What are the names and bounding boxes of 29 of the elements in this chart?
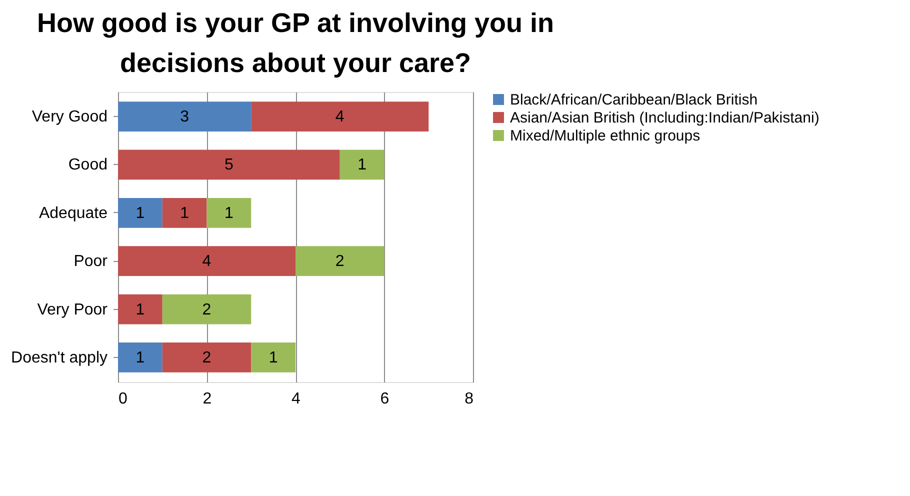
x-tick-label: 6 [380,390,390,408]
data-label: 1 [180,204,190,222]
x-tick-label: 2 [202,390,212,408]
y-tick-label: Good [68,156,108,174]
legend-label: Mixed/Multiple ethnic groups [510,128,700,144]
y-tick-label: Doesn't apply [11,349,108,366]
data-label: 1 [268,349,278,366]
x-tick-label: 8 [464,390,474,408]
x-tick-label: 4 [292,390,301,408]
data-label: 3 [180,108,190,126]
data-label: 2 [335,253,344,270]
data-label: 5 [224,156,234,174]
data-label: 1 [136,301,145,318]
data-label: 1 [136,349,145,366]
data-label: 2 [202,349,212,366]
data-label: 4 [202,253,212,270]
legend-label: Black/African/Caribbean/Black British [510,92,758,108]
data-label: 1 [358,156,367,174]
data-label: 1 [224,204,234,222]
chart-title: How good is your GP at involving you in decisions about your care? [36,8,554,78]
y-tick-label: Adequate [38,204,108,222]
y-tick-label: Very Good [32,108,108,126]
data-label: 2 [202,301,212,318]
y-tick-label: Poor [74,253,108,270]
x-tick-label: 0 [118,390,128,408]
legend-label: Asian/Asian British (Including:Indian/Pakistani) [510,110,820,126]
data-label: 4 [335,108,344,126]
y-tick-label: Very Poor [37,301,108,318]
data-label: 1 [136,204,145,222]
